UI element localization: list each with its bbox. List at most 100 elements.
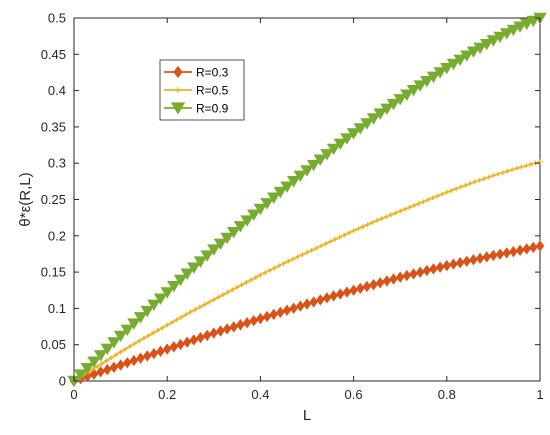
data-point-triangle — [340, 133, 354, 145]
data-point-diamond — [369, 278, 378, 291]
data-point-triangle — [346, 128, 361, 140]
data-point-triangle — [413, 80, 427, 92]
plot-frame — [73, 17, 541, 382]
data-point-plus — [248, 277, 254, 283]
series-3 — [67, 12, 547, 388]
data-point-plus — [327, 239, 333, 245]
data-point-triangle — [406, 84, 421, 97]
data-point-triangle — [473, 42, 487, 55]
data-point-plus — [323, 241, 329, 247]
data-point-plus — [99, 361, 105, 366]
y-axis-title: θ*ε(R,L) — [17, 172, 34, 226]
legend-entry: R=0.3 — [164, 66, 229, 80]
data-point-diamond — [495, 248, 505, 260]
data-point-triangle — [493, 31, 507, 44]
data-point-diamond — [522, 243, 531, 255]
data-point-diamond — [462, 255, 472, 267]
data-point-diamond — [515, 244, 525, 256]
data-point-triangle — [313, 154, 328, 166]
data-point-triangle — [506, 24, 521, 37]
data-point-plus — [150, 330, 156, 336]
data-point-triangle — [253, 203, 268, 216]
data-point-triangle — [100, 343, 114, 356]
data-point-triangle — [380, 103, 394, 116]
x-axis-title: L — [303, 407, 311, 424]
data-point-diamond — [435, 261, 445, 273]
data-point-triangle — [153, 293, 168, 305]
data-point-plus — [216, 294, 221, 300]
data-point-plus — [388, 212, 394, 218]
data-point-triangle — [486, 35, 501, 47]
data-point-triangle — [140, 305, 154, 318]
data-point-plus — [122, 346, 128, 352]
data-point-plus — [299, 252, 305, 258]
data-point-plus — [271, 265, 277, 271]
data-point-diamond — [382, 275, 392, 287]
data-point-triangle — [107, 337, 121, 349]
data-point-plus — [108, 355, 114, 361]
data-point-triangle — [260, 198, 274, 210]
data-point-plus — [402, 206, 408, 212]
data-point-plus — [178, 314, 184, 320]
data-point-triangle — [373, 108, 387, 120]
y-tick-label: 0.1 — [48, 301, 66, 316]
data-point-diamond — [216, 325, 225, 337]
data-point-plus — [435, 193, 440, 199]
data-point-plus — [313, 245, 319, 251]
data-point-diamond — [142, 350, 152, 362]
data-point-plus — [258, 272, 263, 278]
data-point-diamond — [96, 366, 105, 378]
data-point-triangle — [193, 256, 208, 268]
data-point-diamond — [362, 280, 372, 293]
data-point-triangle — [247, 209, 261, 221]
data-point-diamond — [296, 300, 305, 312]
series-2 — [71, 159, 543, 384]
data-point-plus — [132, 341, 137, 347]
data-point-diamond — [455, 256, 465, 269]
data-point-diamond — [529, 241, 538, 254]
data-point-triangle — [220, 232, 234, 245]
data-point-triangle — [320, 149, 334, 161]
data-point-diamond — [309, 296, 318, 308]
x-tick-label: 0.8 — [438, 387, 456, 402]
data-point-plus — [528, 161, 534, 167]
data-point-diamond — [262, 310, 272, 323]
data-point-triangle — [213, 238, 228, 250]
data-point-plus — [477, 177, 482, 183]
data-point-diamond — [395, 271, 405, 283]
data-point-diamond — [356, 282, 365, 295]
data-point-triangle — [73, 369, 88, 381]
x-tick-label: 0 — [70, 387, 77, 402]
data-point-triangle — [440, 62, 454, 75]
data-point-plus — [202, 302, 207, 308]
data-point-plus — [491, 173, 496, 178]
data-point-triangle — [187, 262, 201, 274]
data-point-plus — [481, 176, 487, 182]
data-point-plus — [407, 204, 412, 210]
data-point-triangle — [280, 181, 294, 193]
data-point-plus — [383, 214, 389, 220]
legend-label: R=0.9 — [196, 102, 229, 116]
data-point-plus — [495, 171, 501, 177]
data-point-diamond — [289, 302, 298, 314]
y-tick-label: 0.45 — [41, 47, 66, 62]
data-point-diamond — [129, 354, 139, 367]
data-point-triangle — [227, 226, 241, 239]
y-tick-label: 0.2 — [48, 228, 66, 243]
data-point-triangle — [200, 250, 214, 262]
ticks-layer: 0 0.2 0.4 0.6 0.8 1 0 0.05 0.1 0.15 0.2 0.25 0.3 0.35… — [41, 11, 544, 403]
data-point-plus — [104, 358, 110, 364]
data-point-triangle — [526, 15, 541, 28]
data-point-plus — [439, 191, 445, 197]
data-point-diamond — [156, 345, 165, 358]
legend: R=0.3 R=0.5 R=0.9 — [159, 59, 245, 121]
data-point-diamond — [136, 352, 145, 364]
data-point-diamond — [509, 246, 518, 258]
series-1 — [69, 240, 545, 387]
legend-entry: R=0.9 — [164, 102, 229, 116]
data-point-plus — [346, 230, 352, 236]
data-point-plus — [197, 304, 203, 310]
series-line — [73, 17, 541, 382]
data-point-plus — [486, 174, 492, 180]
y-tick-label: 0.15 — [41, 265, 66, 280]
